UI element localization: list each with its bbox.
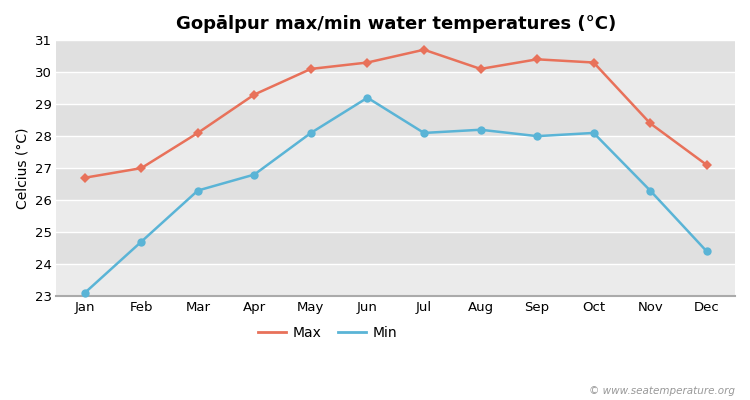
Max [419,47,428,52]
Max [476,66,485,71]
Y-axis label: Celcius (°C): Celcius (°C) [15,127,29,209]
Min [419,130,428,135]
Min [194,188,202,193]
Bar [56,264,735,296]
Max [532,57,542,62]
Max [646,121,655,126]
Text: © www.seatemperature.org: © www.seatemperature.org [589,386,735,396]
Legend: Max, Min: Max, Min [253,320,404,346]
Max [590,60,598,65]
Bar [56,72,735,104]
Title: Gopālpur max/min water temperatures (°C): Gopālpur max/min water temperatures (°C) [176,15,616,33]
Min [590,130,598,135]
Line: Max: Max [81,46,710,181]
Max [702,162,711,167]
Max [363,60,372,65]
Bar [56,200,735,232]
Max [80,175,89,180]
Min [532,134,542,138]
Bar [56,40,735,72]
Min [250,172,259,177]
Min [476,127,485,132]
Bar [56,168,735,200]
Bar [56,232,735,264]
Max [307,66,316,71]
Min [136,239,146,244]
Line: Min: Min [80,94,711,297]
Min [363,95,372,100]
Min [646,188,655,193]
Min [80,290,89,295]
Max [136,166,146,170]
Min [307,130,316,135]
Bar [56,136,735,168]
Max [250,92,259,97]
Bar [56,104,735,136]
Max [194,130,202,135]
Min [702,249,711,254]
